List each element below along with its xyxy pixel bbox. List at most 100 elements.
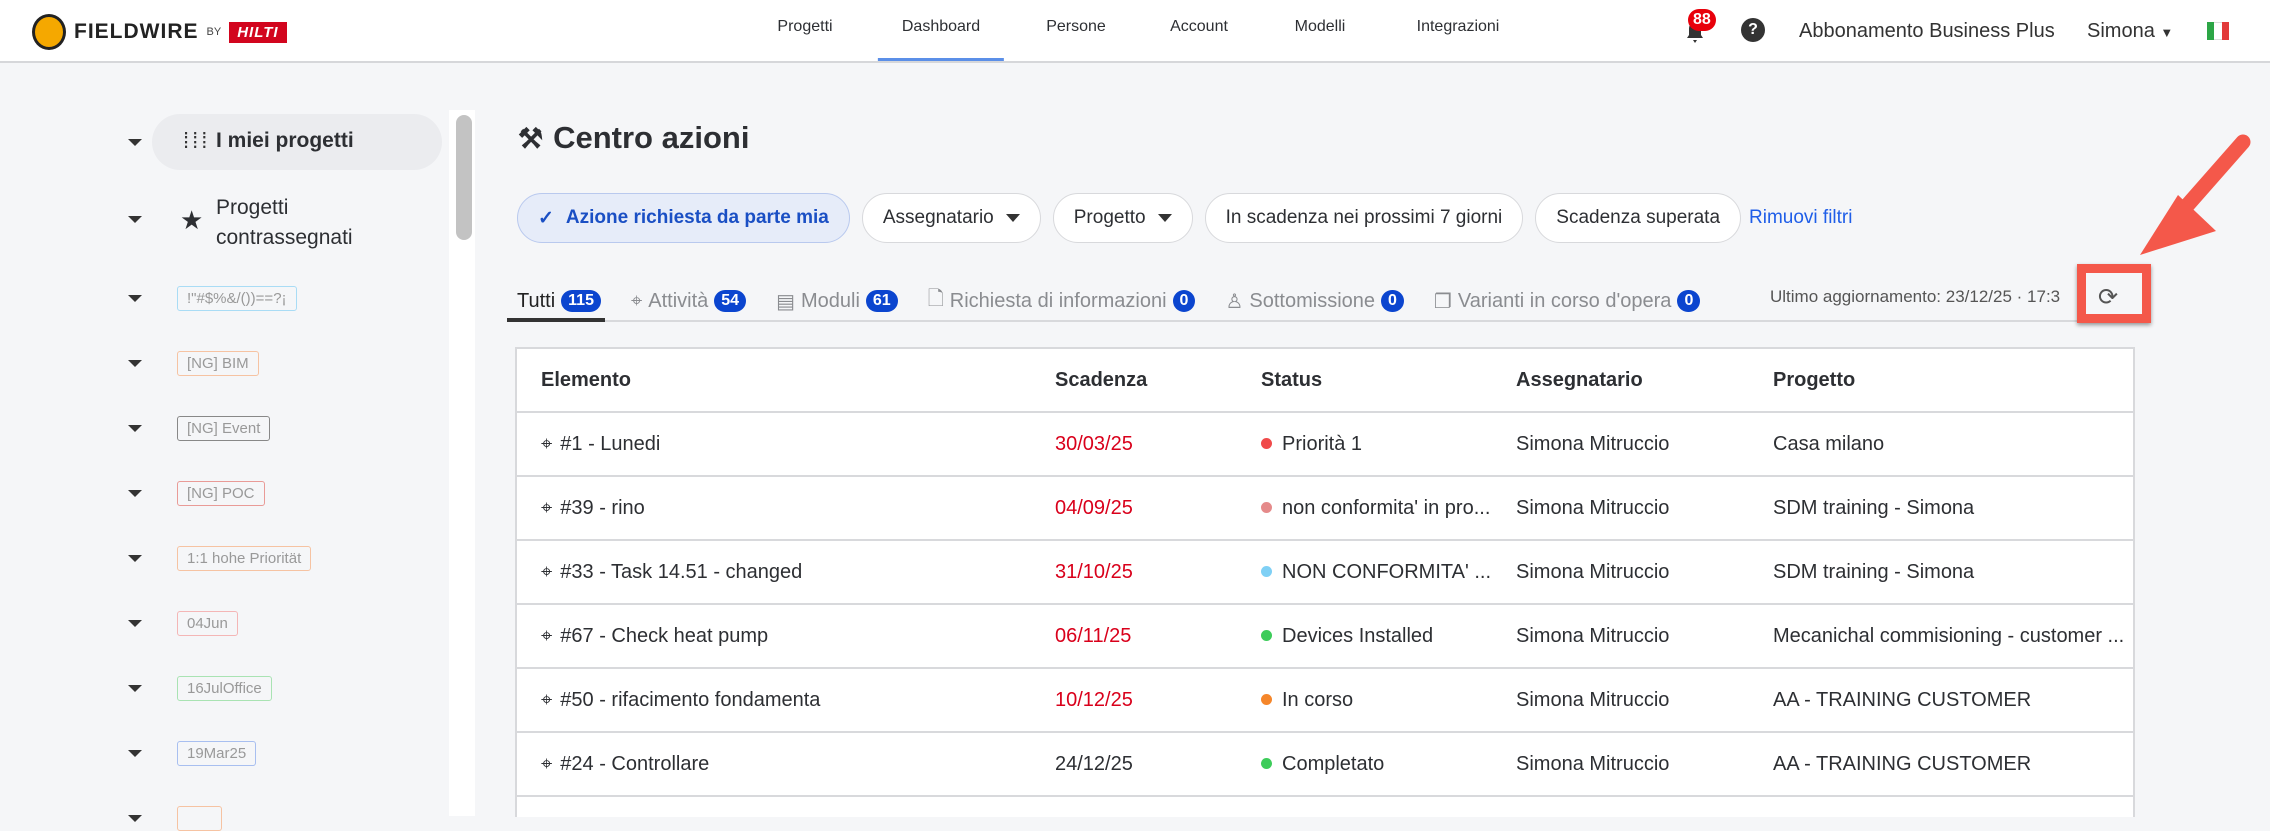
- refresh-icon[interactable]: ⟳: [2098, 284, 2119, 311]
- table-row[interactable]: ⌖ #24 - Controllare 24/12/25 Completato S…: [517, 733, 2133, 797]
- assignee: Simona Mitruccio: [1516, 753, 1670, 775]
- italy-flag-icon[interactable]: [2207, 22, 2229, 40]
- caret-down-icon[interactable]: [128, 555, 142, 562]
- caret-down-icon[interactable]: [128, 685, 142, 692]
- assignee: Simona Mitruccio: [1516, 561, 1670, 583]
- table-row[interactable]: ⌖ #33 - Task 14.51 - changed 31/10/25 NON…: [517, 541, 2133, 605]
- due-date: 04/09/25: [1055, 497, 1133, 519]
- fieldwire-logo[interactable]: FIELDWIRE BY HILTI: [32, 14, 287, 50]
- nav-account[interactable]: Account: [1170, 18, 1228, 35]
- column-header[interactable]: Status: [1261, 369, 1323, 391]
- caret-down-icon[interactable]: [128, 295, 142, 302]
- item-name[interactable]: #67 - Check heat pump: [560, 625, 769, 647]
- filter-project-dropdown[interactable]: Progetto: [1052, 193, 1193, 243]
- tab-2[interactable]: ▤ Moduli 61: [776, 282, 898, 320]
- item-name[interactable]: #50 - rifacimento fondamenta: [560, 689, 821, 711]
- nav-persone[interactable]: Persone: [1046, 18, 1106, 35]
- tab-1[interactable]: ⌖ Attività 54: [631, 282, 747, 320]
- project-name: AA - TRAINING CUSTOMER: [1773, 753, 2032, 775]
- column-header[interactable]: Elemento: [541, 369, 632, 391]
- status-dot: [1261, 758, 1272, 769]
- due-date: 30/03/25: [1055, 433, 1133, 455]
- table-row[interactable]: ⌖ #67 - Check heat pump 06/11/25 Devices …: [517, 605, 2133, 669]
- tab-label: Richiesta di informazioni: [949, 289, 1167, 312]
- table-row[interactable]: ⌖ #50 - rifacimento fondamenta 10/12/25 I…: [517, 669, 2133, 733]
- status-text: In corso: [1282, 689, 1354, 711]
- item-name[interactable]: #39 - rino: [560, 497, 645, 519]
- caret-down-icon[interactable]: [128, 490, 142, 497]
- nav-integrazioni[interactable]: Integrazioni: [1416, 18, 1500, 35]
- table-row[interactable]: ⌖ #39 - rino 04/09/25 non conformita' in …: [517, 477, 2133, 541]
- project-tag[interactable]: 1:1 hohe Priorität: [177, 546, 312, 571]
- notification-count[interactable]: 88: [1688, 9, 1716, 31]
- caret-down-icon[interactable]: [128, 750, 142, 757]
- pin-icon: ⌖: [541, 753, 553, 775]
- assignee: Simona Mitruccio: [1516, 433, 1670, 455]
- sidebar-item-label: I miei progetti: [216, 129, 354, 152]
- copy-icon: ❐: [1433, 290, 1452, 313]
- tab-label: Moduli: [800, 289, 860, 312]
- subscription-link[interactable]: Abbonamento Business Plus: [1799, 20, 2055, 42]
- nav-progetti[interactable]: Progetti: [777, 18, 833, 35]
- caret-down-icon: ▼: [2160, 25, 2174, 40]
- tab-0[interactable]: Tutti 115: [507, 282, 605, 322]
- caret-down-icon[interactable]: [128, 139, 142, 146]
- tab-4[interactable]: ♙ Sottomissione 0: [1225, 282, 1404, 320]
- status-dot: [1261, 502, 1272, 513]
- nav-modelli[interactable]: Modelli: [1294, 18, 1346, 35]
- project-name: AA - TRAINING CUSTOMER: [1773, 689, 2032, 711]
- project-tag[interactable]: 19Mar25: [177, 741, 257, 766]
- item-name[interactable]: #1 - Lunedi: [560, 433, 661, 455]
- table-row[interactable]: ⌖ #1 - Lunedi 30/03/25 Priorità 1 Simona …: [517, 413, 2133, 477]
- project-tag[interactable]: !"#$%&/())==?¡: [177, 286, 297, 311]
- caret-down-icon: [1005, 214, 1020, 222]
- sidebar-item-my-projects[interactable]: [152, 114, 442, 170]
- tab-count-badge: 0: [1677, 290, 1701, 312]
- item-name[interactable]: #24 - Controllare: [560, 753, 710, 775]
- project-tag[interactable]: 16JulOffice: [177, 676, 272, 701]
- clear-filters-link[interactable]: Rimuovi filtri: [1749, 207, 1853, 228]
- user-menu[interactable]: Simona ▼: [2087, 20, 2173, 43]
- last-update-text: Ultimo aggiornamento: 23/12/25 · 17:3: [1770, 287, 2061, 306]
- sidebar-scrollbar-thumb[interactable]: [456, 115, 472, 240]
- pin-icon: ⌖: [541, 689, 553, 711]
- status-text: non conformita' in pro...: [1282, 497, 1491, 519]
- caret-down-icon[interactable]: [128, 425, 142, 432]
- project-tag[interactable]: [NG] POC: [177, 481, 265, 506]
- due-date: 10/12/25: [1055, 689, 1133, 711]
- sidebar-item-starred-projects[interactable]: Progetti contrassegnati: [216, 196, 353, 249]
- item-name[interactable]: #33 - Task 14.51 - changed: [560, 561, 803, 583]
- top-header: FIELDWIRE BY HILTI Progetti Dashboard Pe…: [0, 0, 2270, 63]
- caret-down-icon[interactable]: [128, 620, 142, 627]
- caret-down-icon[interactable]: [128, 815, 142, 822]
- star-icon: ★: [180, 205, 204, 235]
- filter-assignee-dropdown[interactable]: Assegnatario: [861, 193, 1041, 243]
- tab-label: Varianti in corso d'opera: [1457, 289, 1672, 312]
- filter-label: Azione richiesta da parte mia: [565, 207, 829, 228]
- filter-action-required[interactable]: ✓ Azione richiesta da parte mia: [517, 193, 850, 243]
- filter-due-soon[interactable]: In scadenza nei prossimi 7 giorni: [1204, 193, 1524, 243]
- pin-icon: ⌖: [541, 625, 553, 647]
- column-header[interactable]: Scadenza: [1055, 369, 1148, 391]
- filter-overdue[interactable]: Scadenza superata: [1535, 193, 1742, 243]
- project-tag[interactable]: [177, 806, 222, 831]
- caret-down-icon[interactable]: [128, 216, 142, 223]
- project-tag[interactable]: 04Jun: [177, 611, 238, 636]
- tab-5[interactable]: ❐ Varianti in corso d'opera 0: [1433, 282, 1701, 320]
- project-tag[interactable]: [NG] BIM: [177, 351, 259, 376]
- tab-3[interactable]: 🗋 Richiesta di informazioni 0: [928, 282, 1196, 320]
- tab-count-badge: 0: [1172, 290, 1196, 312]
- caret-down-icon[interactable]: [128, 360, 142, 367]
- column-header[interactable]: Progetto: [1773, 369, 1856, 391]
- filter-label: Assegnatario: [882, 207, 994, 228]
- table-header: Elemento Scadenza Status Assegnatario Proget…: [517, 349, 2133, 413]
- column-header[interactable]: Assegnatario: [1516, 369, 1643, 391]
- annotation-arrow-icon: [2140, 134, 2251, 255]
- nav-dashboard[interactable]: Dashboard: [877, 18, 1005, 61]
- status-dot: [1261, 630, 1272, 641]
- document-info-icon: 🗋: [927, 288, 944, 310]
- status-text: Devices Installed: [1282, 625, 1434, 647]
- project-tag[interactable]: [NG] Event: [177, 416, 271, 441]
- filter-label: Progetto: [1073, 207, 1146, 228]
- help-icon[interactable]: ?: [1741, 18, 1765, 42]
